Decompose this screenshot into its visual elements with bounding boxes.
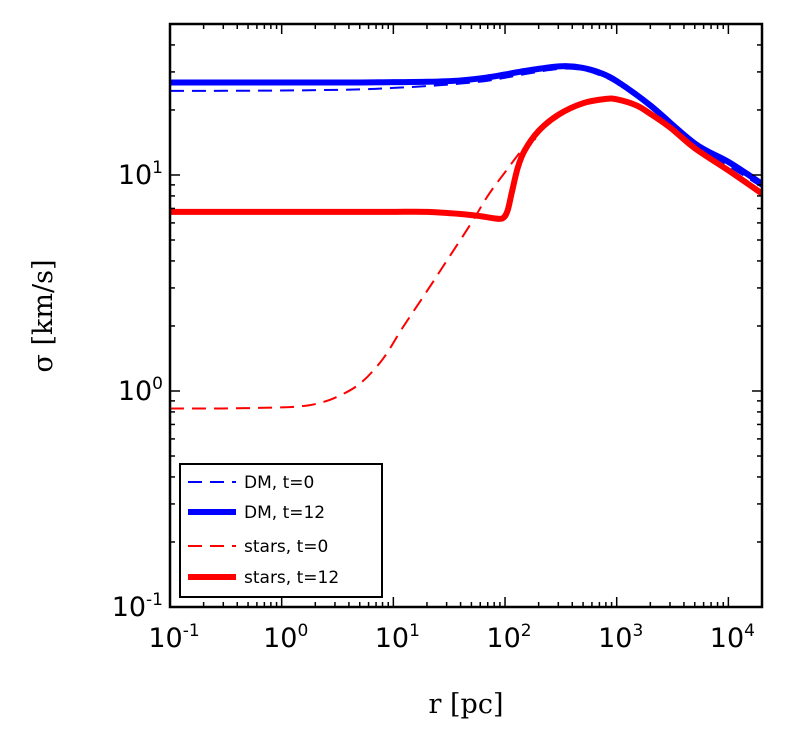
legend: DM, t=0 DM, t=12 stars, t=0 stars, t=12	[179, 463, 383, 598]
x-tick-label: 102	[486, 621, 531, 654]
legend-label-stars-t-12: stars, t=12	[244, 568, 339, 588]
legend-entries: DM, t=0 DM, t=12 stars, t=0 stars, t=12	[188, 473, 339, 588]
x-tick-label: 103	[598, 621, 643, 654]
x-tick-label: 104	[710, 621, 755, 654]
y-tick-label: 100	[118, 374, 163, 407]
y-axis-label: σ [km/s]	[28, 260, 59, 373]
plot-frame	[168, 22, 764, 609]
legend-label-stars-t-0: stars, t=0	[244, 537, 328, 557]
x-axis-label: r [pc]	[429, 689, 504, 720]
series-line-stars-t-0	[170, 136, 540, 410]
legend-label-dm-t-0: DM, t=0	[244, 473, 314, 493]
x-tick-label: 10-1	[148, 621, 199, 654]
y-tick-label: 10-1	[112, 590, 163, 623]
series-line-dm-t-12	[170, 63, 762, 187]
x-tick-label: 100	[263, 621, 308, 654]
series-line-stars-t-12	[170, 95, 762, 222]
x-tick-label: 101	[375, 621, 420, 654]
tick-labels-layer: 10-1 100 101 102 103 104 10-1 100 101	[112, 158, 755, 654]
series-layer	[170, 63, 762, 410]
y-tick-label: 101	[118, 158, 163, 191]
legend-label-dm-t-12: DM, t=12	[244, 503, 325, 523]
